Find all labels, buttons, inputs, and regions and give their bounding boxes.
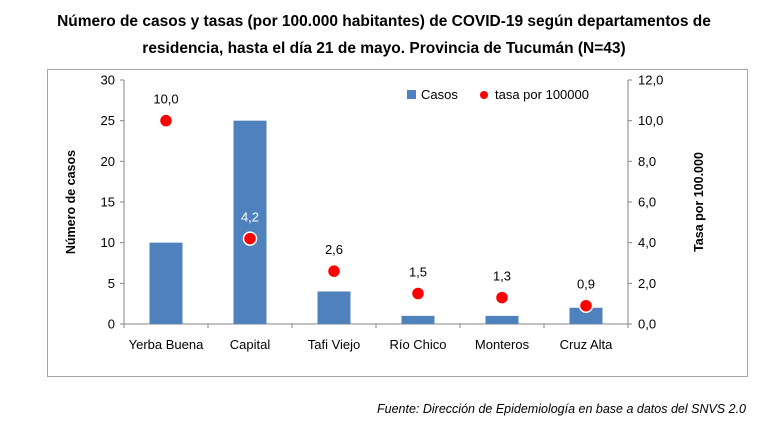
y-right-tick-label: 12,0 — [638, 73, 663, 88]
data-label-tasa: 0,9 — [577, 277, 595, 292]
y-right-tick-label: 0,0 — [638, 317, 656, 332]
y-left-tick-label: 25 — [101, 113, 115, 128]
y-left-tick-label: 30 — [101, 73, 115, 88]
y-axis-left-title: Número de casos — [64, 150, 78, 254]
y-right-tick-label: 6,0 — [638, 195, 656, 210]
y-left-tick-label: 10 — [101, 235, 115, 250]
data-label-tasa: 1,3 — [493, 269, 511, 284]
data-label-tasa: 1,5 — [409, 265, 427, 280]
y-left-tick-label: 20 — [101, 154, 115, 169]
y-right-tick-label: 10,0 — [638, 113, 663, 128]
y-axis-right-title: Tasa por 100.000 — [692, 152, 706, 252]
y-left-tick-label: 15 — [101, 195, 115, 210]
x-tick-label: Cruz Alta — [560, 337, 614, 352]
data-label-tasa: 4,2 — [241, 210, 259, 225]
bar-casos — [317, 291, 351, 324]
source-note: Fuente: Dirección de Epidemiología en ba… — [377, 402, 746, 416]
y-right-tick-label: 4,0 — [638, 235, 656, 250]
data-label-tasa: 2,6 — [325, 242, 343, 257]
y-right-tick-label: 8,0 — [638, 154, 656, 169]
chart-title-line-1: Número de casos y tasas (por 100.000 hab… — [57, 13, 711, 30]
bar-casos — [569, 307, 603, 324]
legend-swatch-casos — [407, 90, 416, 99]
point-tasa — [494, 290, 510, 305]
chart-title-line-2: residencia, hasta el día 21 de mayo. Pro… — [142, 40, 626, 57]
point-tasa — [242, 231, 258, 246]
point-tasa — [158, 113, 174, 128]
x-tick-label: Río Chico — [389, 337, 446, 352]
y-right-tick-label: 2,0 — [638, 276, 656, 291]
legend-label-casos: Casos — [421, 87, 458, 102]
x-tick-label: Capital — [230, 337, 271, 352]
legend-label-tasa: tasa por 100000 — [495, 87, 589, 102]
x-tick-label: Yerba Buena — [129, 337, 204, 352]
x-tick-label: Tafi Viejo — [308, 337, 361, 352]
point-tasa — [326, 263, 342, 279]
data-label-tasa: 10,0 — [153, 92, 178, 107]
bar-casos — [233, 120, 267, 325]
x-tick-label: Monteros — [475, 337, 530, 352]
legend-swatch-tasa — [480, 91, 488, 99]
bar-casos — [149, 242, 183, 324]
point-tasa — [410, 286, 426, 301]
bar-casos — [401, 315, 435, 324]
chart-title: Número de casos y tasas (por 100.000 hab… — [0, 8, 768, 62]
bar-casos — [485, 315, 519, 324]
chart-frame — [47, 69, 748, 377]
y-left-tick-label: 0 — [108, 317, 115, 332]
point-tasa — [578, 298, 594, 313]
y-left-tick-label: 5 — [108, 276, 115, 291]
